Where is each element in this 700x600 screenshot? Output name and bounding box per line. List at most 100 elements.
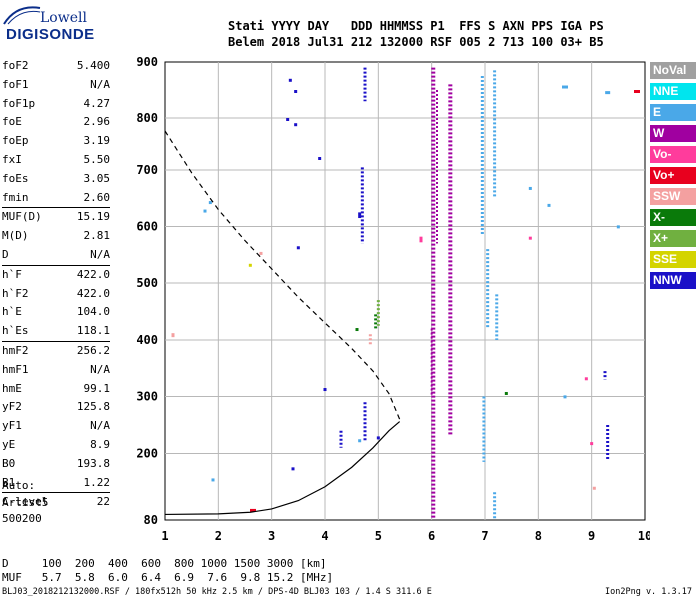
param-row: D N/A — [2, 246, 110, 265]
echo-point — [355, 328, 359, 332]
param-row: M(D) 2.81 — [2, 227, 110, 246]
header-field-values: Belem 2018 Jul31 212 132000 RSF 005 2 71… — [228, 35, 604, 49]
param-row: B0 193.8 — [2, 455, 110, 474]
param-label: h`E — [2, 305, 22, 319]
param-value: 22 — [96, 495, 110, 509]
echo-point — [208, 201, 212, 205]
param-value: 2.96 — [83, 115, 111, 129]
param-value: 1.22 — [83, 475, 111, 489]
legend-item: SSW — [650, 188, 696, 205]
param-value: 4.27 — [83, 96, 111, 110]
ionospheric-parameters: foF2 5.400 foF1 N/A foF1p 4.27 foE 2.96 foEp 3.19… — [2, 57, 110, 512]
param-label: B0 — [2, 456, 16, 470]
profile-curve — [164, 421, 401, 516]
digisonde-logo: Lowell DIGISONDE — [2, 4, 152, 50]
legend-item: Vo- — [650, 146, 696, 163]
header-field-names: Stati YYYY DAY DDD HHMMSS P1 FFS S AXN P… — [228, 19, 604, 33]
echo-point — [562, 85, 568, 89]
y-tick-label: 200 — [136, 447, 158, 461]
muf-row: MUF 5.7 5.8 6.0 6.4 6.9 7.6 9.8 15.2 [MH… — [2, 571, 334, 584]
param-label: fmin — [2, 190, 29, 204]
param-row: foF1p 4.27 — [2, 95, 110, 114]
param-value: N/A — [90, 362, 110, 376]
param-row: fmin 2.60 — [2, 189, 110, 208]
param-row: foEs 3.05 — [2, 170, 110, 189]
param-value: 5.50 — [83, 152, 111, 166]
logo-swoosh-icon — [3, 6, 41, 25]
param-row: h`F 422.0 — [2, 266, 110, 285]
legend-item: W — [650, 125, 696, 142]
x-tick-label: 8 — [535, 529, 542, 543]
param-label: h`Es — [2, 324, 29, 338]
echo-point — [528, 236, 532, 240]
legend-item: NoVal — [650, 62, 696, 79]
param-row: hmE 99.1 — [2, 380, 110, 399]
autoscaling-info: Auto: Artist5 500200 — [2, 478, 48, 528]
polarization-legend: NoVal NNE E W Vo- Vo+ SSW X- X+ SSE NNW — [650, 62, 696, 293]
param-value: 422.0 — [76, 267, 110, 281]
echo-point — [592, 486, 596, 490]
param-row: yE 8.9 — [2, 436, 110, 455]
param-value: 15.19 — [76, 210, 110, 224]
echo-point — [376, 436, 380, 440]
param-row: B1 1.22 — [2, 474, 110, 493]
param-label: h`F2 — [2, 286, 29, 300]
plot-frame — [164, 61, 646, 521]
echo-point — [296, 246, 300, 250]
echo-point — [419, 236, 423, 243]
param-label: fxI — [2, 152, 22, 166]
echo-point — [294, 123, 298, 127]
y-tick-label: 500 — [136, 276, 158, 290]
distance-row: D 100 200 400 600 800 1000 1500 3000 [km… — [2, 557, 327, 570]
legend-item: Vo+ — [650, 167, 696, 184]
y-tick-label: 600 — [136, 220, 158, 234]
echo-point — [318, 157, 322, 160]
x-tick-label: 9 — [588, 529, 595, 543]
param-label: hmF1 — [2, 362, 29, 376]
param-label: foE — [2, 115, 22, 129]
legend-item: NNE — [650, 83, 696, 100]
x-tick-label: 1 — [161, 529, 168, 543]
x-tick-label: 5 — [375, 529, 382, 543]
echo-point — [291, 467, 295, 471]
param-value: 125.8 — [76, 400, 110, 414]
echo-point — [259, 251, 263, 255]
file-info: BLJ03_2018212132000.RSF / 180fx512h 50 k… — [2, 587, 432, 597]
muf-curve — [164, 130, 401, 420]
y-tick-label: 300 — [136, 390, 158, 404]
param-row: hmF2 256.2 — [2, 342, 110, 361]
param-label: foF1 — [2, 77, 29, 91]
param-value: 422.0 — [76, 286, 110, 300]
param-label: B1 — [2, 475, 16, 489]
x-tick-label: 4 — [321, 529, 328, 543]
echo-point — [294, 90, 298, 93]
echo-point — [634, 90, 640, 93]
param-row: C-level 22 — [2, 493, 110, 512]
param-separator — [2, 264, 110, 266]
muf-table: D 100 200 400 600 800 1000 1500 3000 [km… — [2, 557, 333, 585]
param-label: MUF(D) — [2, 210, 42, 224]
echo-point — [563, 395, 567, 399]
param-separator — [2, 207, 110, 209]
param-separator — [2, 492, 110, 494]
param-row: h`E 104.0 — [2, 303, 110, 322]
x-tick-label: 10 — [638, 529, 650, 543]
param-row: foEp 3.19 — [2, 132, 110, 151]
param-value: 99.1 — [83, 381, 111, 395]
param-row: fxI 5.50 — [2, 151, 110, 170]
param-value: 193.8 — [76, 456, 110, 470]
echo-point — [203, 209, 207, 213]
param-row: yF2 125.8 — [2, 398, 110, 417]
echo-point — [171, 333, 175, 338]
param-value: 256.2 — [76, 343, 110, 357]
echo-point — [286, 118, 290, 121]
legend-item: X+ — [650, 230, 696, 247]
x-tick-label: 6 — [428, 529, 435, 543]
logo-text-lowell: Lowell — [40, 10, 87, 26]
param-row: MUF(D) 15.19 — [2, 208, 110, 227]
param-value: 2.81 — [83, 229, 111, 243]
y-tick-label: 800 — [136, 111, 158, 125]
y-tick-label: 900 — [136, 55, 158, 69]
echo-point — [504, 391, 508, 395]
param-value: 2.60 — [83, 190, 111, 204]
